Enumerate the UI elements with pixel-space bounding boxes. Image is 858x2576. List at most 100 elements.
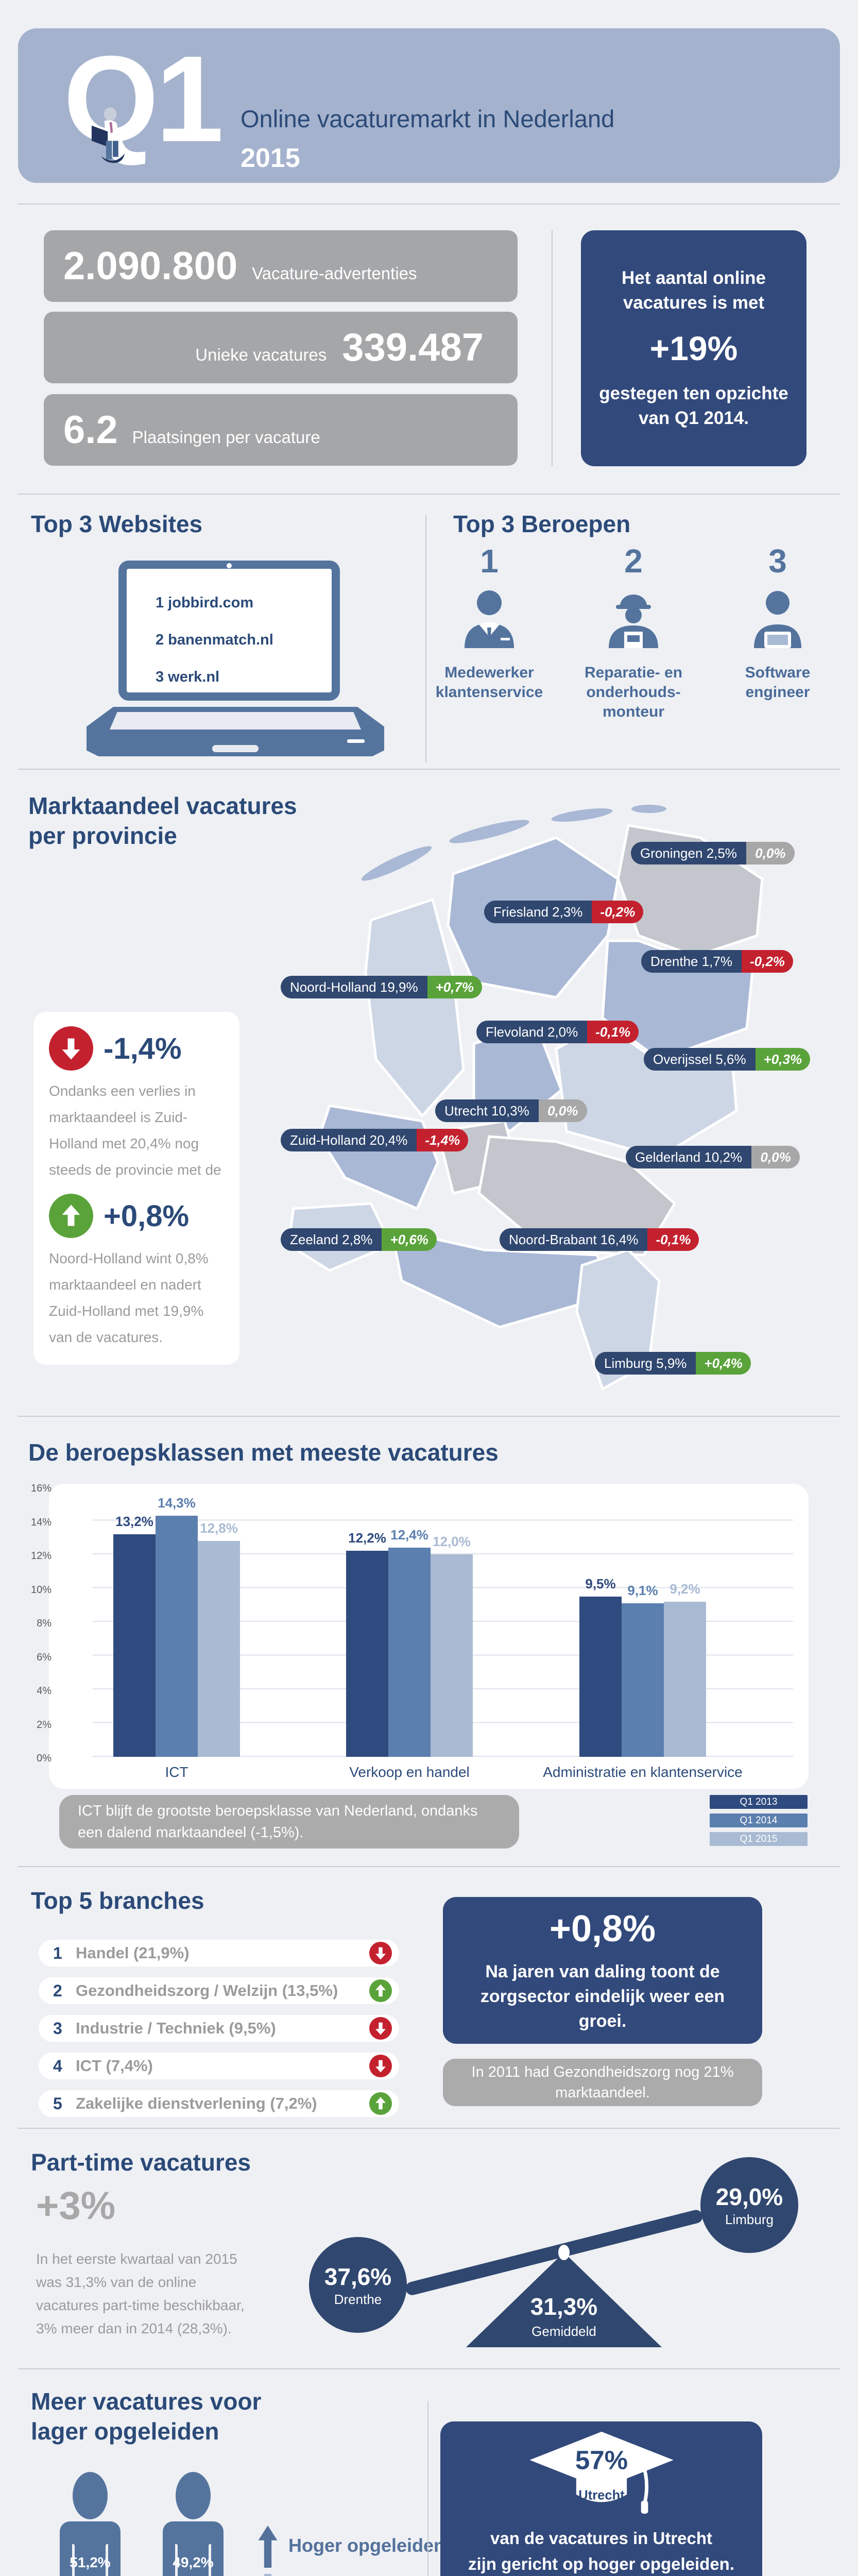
- bar-value-label: 12,8%: [200, 1520, 238, 1536]
- province-share: Groningen 2,5%: [631, 842, 746, 865]
- beroep-2: 2 Reparatie- en onderhouds- monteur: [569, 542, 698, 722]
- laptop-notch: [212, 745, 259, 752]
- highlight-text: Na jaren van daling toont de zorgsector …: [480, 1961, 725, 2031]
- divider: [552, 230, 553, 466]
- highlight-value: +0,8%: [549, 1908, 656, 1950]
- province-change: +0,4%: [696, 1352, 751, 1375]
- top5-rank: 1: [53, 1943, 62, 1962]
- province-pill: Zuid-Holland 20,4% -1,4%: [281, 1129, 469, 1151]
- seesaw-left-circle: 37,6% Drenthe: [309, 2237, 407, 2333]
- parttime-text: In het eerste kwartaal van 2015 was 31,3…: [36, 2251, 245, 2336]
- seesaw-mid-label: Gemiddeld: [531, 2324, 596, 2339]
- province-share: Limburg 5,9%: [595, 1352, 696, 1375]
- divider: [18, 1866, 840, 1867]
- bar: 14,3%: [156, 1495, 198, 1757]
- province-pill: Overijssel 5,6% +0,3%: [644, 1048, 811, 1071]
- province-share: Zeeland 2,8%: [281, 1228, 382, 1251]
- bar: 12,2%: [346, 1530, 388, 1757]
- laptop-keyboard: [110, 712, 361, 730]
- bar: 13,2%: [113, 1514, 156, 1757]
- website-list: 1 jobbird.com 2 banenmatch.nl 3 werk.nl: [127, 569, 332, 696]
- province-zuid-holland: [318, 1104, 439, 1210]
- province-change: 0,0%: [751, 1146, 800, 1168]
- stat-value: 6.2: [63, 408, 118, 452]
- bar-value-label: 12,2%: [348, 1530, 386, 1546]
- bar-value-label: 9,2%: [670, 1581, 700, 1597]
- province-change: -0,1%: [647, 1228, 699, 1251]
- top5-label: ICT (7,4%): [76, 2057, 153, 2075]
- divider: [18, 1416, 840, 1417]
- top5-item: 3 Industrie / Techniek (9,5%): [39, 2015, 399, 2042]
- cap-value: 57%: [575, 2446, 627, 2475]
- bar-value-label: 9,5%: [585, 1576, 616, 1591]
- top5-item: 4 ICT (7,4%): [39, 2053, 399, 2079]
- province-change: +0,3%: [755, 1048, 811, 1071]
- legend-item: Q1 2013: [710, 1795, 808, 1809]
- stat-label: Vacature-advertenties: [252, 264, 417, 283]
- top5-rank: 5: [53, 2094, 62, 2113]
- top5-title: Top 5 branches: [31, 1887, 204, 1914]
- market-gain-card: +0,8% Noord-Holland wint 0,8% marktaande…: [33, 1179, 239, 1365]
- arrow-up-icon: [369, 2092, 392, 2115]
- card-value: +0,8%: [104, 1199, 190, 1233]
- website-item: 2 banenmatch.nl: [156, 632, 273, 648]
- top5-list: 1 Handel (21,9%) 2 Gezondheidszorg / Welzij…: [39, 1940, 399, 2128]
- quarter-label: Q1: [63, 31, 224, 167]
- seesaw-right-circle: 29,0% Limburg: [700, 2157, 798, 2253]
- divider: [427, 2401, 428, 2576]
- y-axis-tick: 14%: [30, 1516, 52, 1528]
- top5-rank: 2: [53, 1981, 62, 2000]
- software-engineer-icon: [754, 591, 801, 648]
- arrow-down-icon: [49, 1026, 93, 1071]
- stat-label: Unieke vacatures: [195, 345, 327, 364]
- bar-group: 12,2% 12,4% 12,0%: [346, 1527, 473, 1757]
- chart-legend: Q1 2013 Q1 2014 Q1 2015: [710, 1795, 808, 1846]
- highlight-intro: Het aantal online vacatures is met: [621, 268, 766, 313]
- province-share: Gelderland 10,2%: [626, 1146, 752, 1168]
- page-title: Online vacaturemarkt in Nederland: [241, 105, 615, 132]
- cap-label: Utrecht: [578, 2488, 625, 2503]
- province-share: Overijssel 5,6%: [644, 1048, 756, 1071]
- province-share: Zuid-Holland 20,4%: [281, 1129, 417, 1151]
- top5-label: Industrie / Techniek (9,5%): [76, 2019, 276, 2037]
- y-axis-tick: 8%: [37, 1618, 52, 1629]
- bar: 9,5%: [579, 1576, 622, 1757]
- stat-plaatsingen: 6.2 Plaatsingen per vacature: [44, 394, 518, 466]
- bar: 12,8%: [198, 1520, 240, 1757]
- laptop-base: [87, 707, 384, 756]
- arrow-down-icon: [369, 2017, 392, 2040]
- netherlands-map: Groningen 2,5% 0,0% Friesland 2,3% -0,2% Dre…: [268, 802, 858, 1415]
- care-sector-note: In 2011 had Gezondheidszorg nog 21% mark…: [443, 2059, 762, 2106]
- province-change: -0,1%: [587, 1021, 639, 1043]
- figure-top-percent: 51,2%: [70, 2554, 110, 2570]
- graduation-cap-utrecht-icon: 57% Utrecht: [529, 2431, 674, 2514]
- top5-item: 2 Gezondheidszorg / Welzijn (13,5%): [39, 1977, 399, 2004]
- stat-advertenties: 2.090.800 Vacature-advertenties: [44, 230, 518, 302]
- bar: 9,2%: [664, 1581, 706, 1757]
- divider: [18, 204, 840, 205]
- chart-panel: 13,2% 14,3% 12,8% 12,2% 12,4% 12,0% 9,5% 9,1% 9,…: [49, 1484, 809, 1789]
- divider: [18, 2128, 840, 2129]
- laptop-camera-dot: [227, 563, 232, 568]
- website-item: 3 werk.nl: [156, 669, 220, 685]
- parttime-seesaw: 31,3% Gemiddeld 37,6% Drenthe 29,0% Limb…: [288, 2143, 803, 2360]
- chart-title: De beroepsklassen met meeste vacatures: [28, 1439, 499, 1466]
- bar: 12,4%: [388, 1527, 431, 1757]
- arrow-up-icon: [369, 1979, 392, 2002]
- jobfeed-person-icon: [91, 107, 125, 163]
- arrow-up-icon: [49, 1194, 93, 1238]
- beroep-label: Reparatie- en onderhouds- monteur: [584, 664, 683, 720]
- top5-label: Gezondheidszorg / Welzijn (13,5%): [76, 1981, 338, 1999]
- province-pill: Limburg 5,9% +0,4%: [595, 1352, 751, 1375]
- header-band: Q1 Online vacaturemarkt in Nederland 201…: [18, 28, 840, 183]
- stat-value: 2.090.800: [63, 244, 238, 288]
- seesaw-right-value: 29,0%: [715, 2183, 783, 2210]
- care-sector-highlight: +0,8% Na jaren van daling toont de zorgs…: [443, 1897, 762, 2044]
- beroep-label: Software engineer: [745, 664, 811, 701]
- chart-plot: 13,2% 14,3% 12,8% 12,2% 12,4% 12,0% 9,5% 9,1% 9,…: [93, 1487, 793, 1757]
- arrow-down-icon: [369, 1942, 392, 1964]
- wadden-islands: [361, 805, 666, 881]
- x-axis-label: ICT: [165, 1764, 188, 1780]
- beroep-1: 1 Medewerker klantenservice: [425, 542, 554, 702]
